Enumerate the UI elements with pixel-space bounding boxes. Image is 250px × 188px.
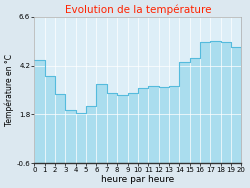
X-axis label: heure par heure: heure par heure	[101, 175, 174, 184]
Title: Evolution de la température: Evolution de la température	[65, 4, 211, 15]
Y-axis label: Température en °C: Température en °C	[4, 54, 14, 126]
